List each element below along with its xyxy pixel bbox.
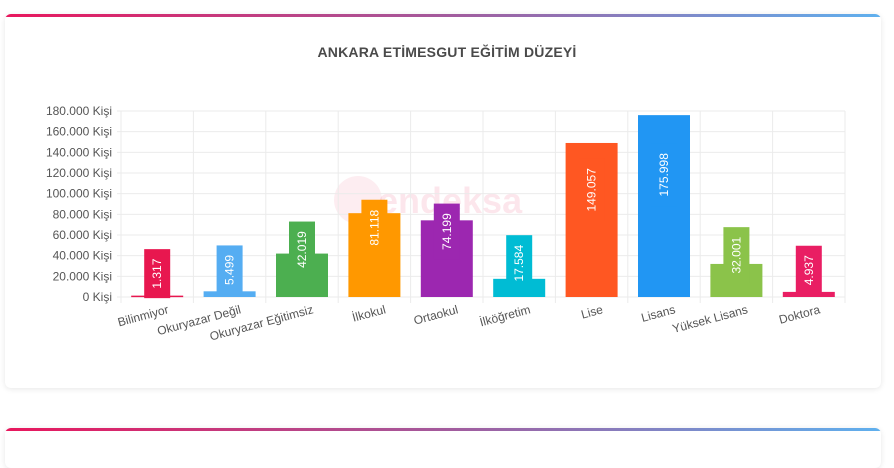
data-label-box xyxy=(433,203,460,260)
data-label: 81.118 xyxy=(367,210,381,246)
data-label-box xyxy=(144,249,171,299)
card-accent-bar xyxy=(5,428,881,431)
y-tick-label: 160.000 Kişi xyxy=(46,125,112,139)
x-tick-label: Ortaokul xyxy=(412,302,459,327)
y-tick-label: 60.000 Kişi xyxy=(53,228,112,242)
y-tick-label: 140.000 Kişi xyxy=(46,145,112,159)
y-tick-label: 100.000 Kişi xyxy=(46,187,112,201)
data-label: 1.317 xyxy=(150,258,164,288)
chart-card xyxy=(5,14,881,388)
chart-title: ANKARA ETİMESGUT EĞİTİM DÜZEYİ xyxy=(317,44,577,60)
y-tick-label: 40.000 Kişi xyxy=(53,249,112,263)
data-label-box xyxy=(506,235,533,292)
x-tick-label: İlkokul xyxy=(351,302,387,324)
data-label: 175.998 xyxy=(657,153,671,197)
x-tick-label: Doktora xyxy=(777,302,822,326)
data-label: 17.584 xyxy=(512,245,526,282)
x-tick-label: Lise xyxy=(579,302,604,321)
data-label: 32.001 xyxy=(729,236,743,273)
data-label: 149.057 xyxy=(585,168,599,212)
y-tick-label: 0 Kişi xyxy=(83,290,112,304)
y-tick-label: 80.000 Kişi xyxy=(53,207,112,221)
data-label: 74.199 xyxy=(440,213,454,250)
data-label: 4.937 xyxy=(802,255,816,285)
data-label: 42.019 xyxy=(295,231,309,268)
y-tick-label: 20.000 Kişi xyxy=(53,269,112,283)
data-label-box xyxy=(578,158,605,222)
y-tick-label: 180.000 Kişi xyxy=(46,104,112,118)
data-label: 5.499 xyxy=(223,255,237,285)
x-tick-label: İlköğretim xyxy=(478,302,532,329)
data-label-box xyxy=(651,143,677,207)
x-tick-label: Yüksek Lisans xyxy=(671,302,749,336)
data-label-box xyxy=(289,221,315,278)
card-accent-bar xyxy=(5,14,881,17)
y-tick-label: 120.000 Kişi xyxy=(46,166,112,180)
data-label-box xyxy=(795,245,822,295)
data-label-box xyxy=(723,227,750,284)
data-label-box xyxy=(216,245,243,295)
data-label-box xyxy=(361,199,388,256)
